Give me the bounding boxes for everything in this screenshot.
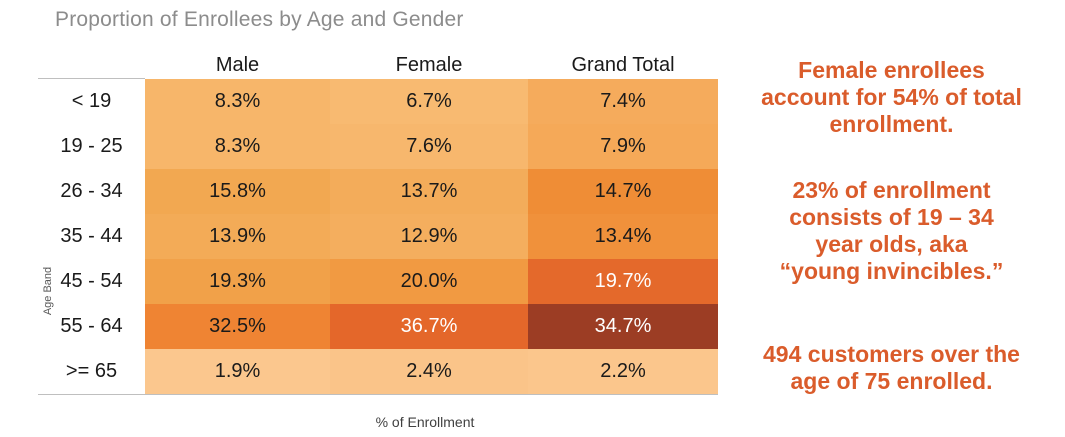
col-header-grand-total: Grand Total xyxy=(571,54,675,76)
x-axis-label: % of Enrollment xyxy=(375,414,475,430)
annotation-young-invincibles: 23% of enrollment consists of 19 – 34 ye… xyxy=(718,177,1065,285)
annotation-line: 23% of enrollment xyxy=(792,177,991,203)
annotation-line: age of 75 enrolled. xyxy=(790,368,993,394)
annotation-female-share: Female enrollees account for 54% of tota… xyxy=(718,57,1065,138)
heatmap-table: Male Female Grand Total < 19 8.3% 6.7% 7… xyxy=(38,52,718,395)
heatmap-cell: 13.4% xyxy=(528,214,718,259)
chart-title: Proportion of Enrollees by Age and Gende… xyxy=(55,8,464,31)
heatmap-cell: 12.9% xyxy=(330,214,528,259)
heatmap-cell: 13.7% xyxy=(330,169,528,214)
annotation-line: 494 customers over the xyxy=(763,341,1020,367)
annotation-line: Female enrollees xyxy=(798,57,985,83)
annotation-line: enrollment. xyxy=(829,111,954,137)
heatmap-cell: 32.5% xyxy=(145,304,330,349)
row-label: 19 - 25 xyxy=(38,124,145,169)
heatmap-cell: 2.2% xyxy=(528,349,718,394)
heatmap-cell: 7.6% xyxy=(330,124,528,169)
row-label: 26 - 34 xyxy=(38,169,145,214)
corner-cell xyxy=(38,52,145,79)
row-label: < 19 xyxy=(38,79,145,124)
annotation-line: account for 54% of total xyxy=(761,84,1022,110)
heatmap-cell: 2.4% xyxy=(330,349,528,394)
row-label: 55 - 64 xyxy=(38,304,145,349)
heatmap-cell: 1.9% xyxy=(145,349,330,394)
heatmap-cell: 7.9% xyxy=(528,124,718,169)
annotation-over-75: 494 customers over the age of 75 enrolle… xyxy=(718,341,1065,395)
heatmap-cell: 7.4% xyxy=(528,79,718,124)
row-label: 45 - 54 xyxy=(38,259,145,304)
heatmap-cell: 13.9% xyxy=(145,214,330,259)
heatmap-cell: 14.7% xyxy=(528,169,718,214)
annotation-line: consists of 19 – 34 xyxy=(789,204,994,230)
col-header-female: Female xyxy=(395,54,463,76)
row-label: >= 65 xyxy=(38,349,145,394)
y-axis-label: Age Band xyxy=(42,266,54,316)
heatmap-cell: 19.7% xyxy=(528,259,718,304)
annotations-panel: Female enrollees account for 54% of tota… xyxy=(718,0,1065,437)
annotation-line: “young invincibles.” xyxy=(779,258,1004,284)
heatmap-cell: 8.3% xyxy=(145,79,330,124)
row-label: 35 - 44 xyxy=(38,214,145,259)
heatmap-cell: 20.0% xyxy=(330,259,528,304)
annotation-line: year olds, aka xyxy=(815,231,968,257)
heatmap-cell: 36.7% xyxy=(330,304,528,349)
col-header-male: Male xyxy=(215,54,260,76)
heatmap-cell: 19.3% xyxy=(145,259,330,304)
heatmap-cell: 34.7% xyxy=(528,304,718,349)
heatmap-cell: 8.3% xyxy=(145,124,330,169)
heatmap-cell: 15.8% xyxy=(145,169,330,214)
heatmap-cell: 6.7% xyxy=(330,79,528,124)
